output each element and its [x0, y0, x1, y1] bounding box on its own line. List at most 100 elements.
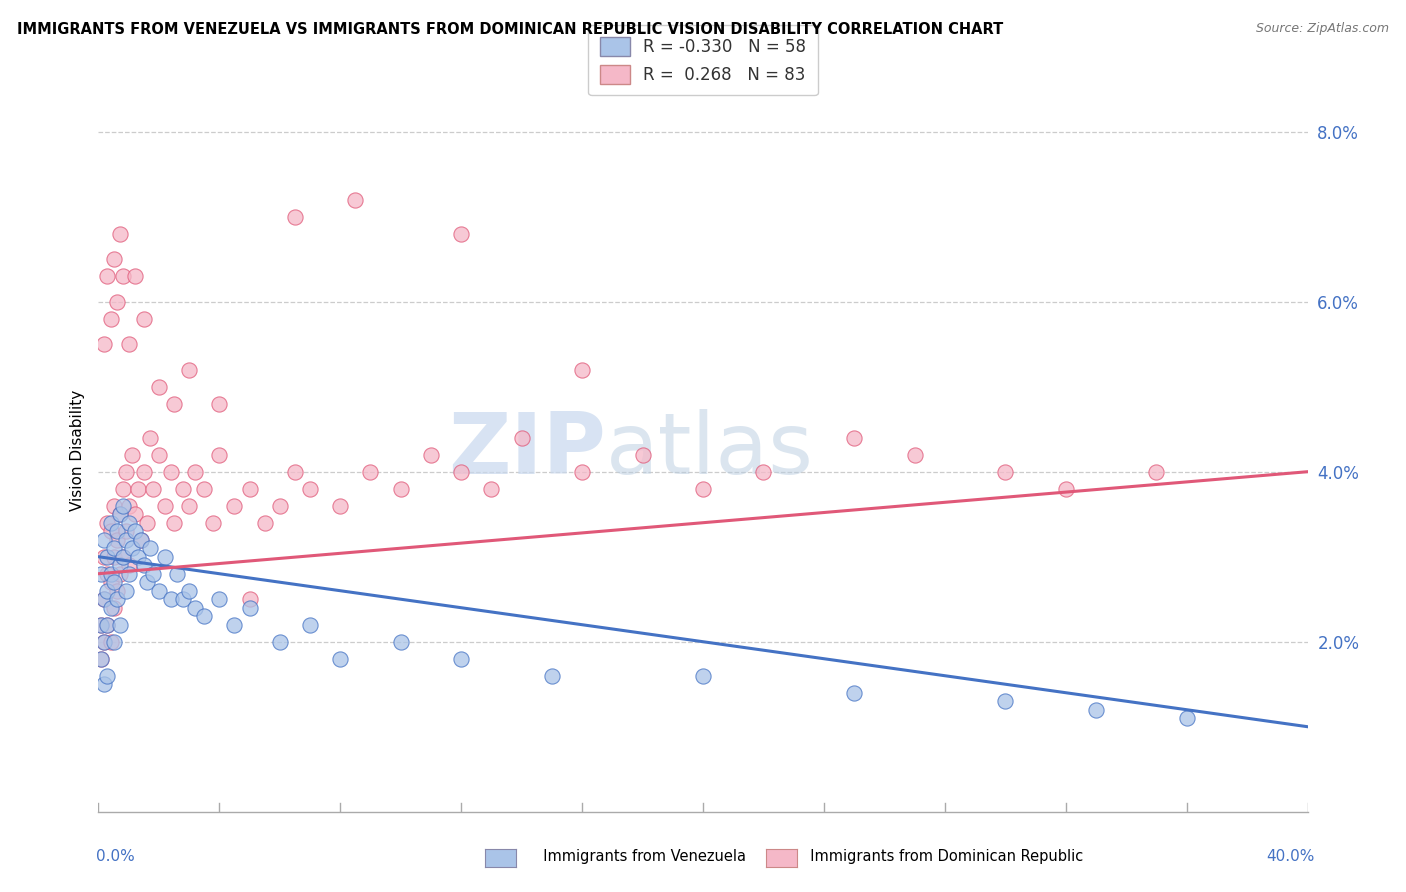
Point — [540, 669, 562, 683]
Point — [184, 600, 207, 615]
Point — [132, 311, 155, 326]
Point — [93, 549, 115, 564]
Point — [124, 269, 146, 284]
Point — [202, 516, 225, 530]
Point — [163, 397, 186, 411]
Point — [904, 448, 927, 462]
Point — [111, 549, 134, 564]
Point — [752, 465, 775, 479]
Point — [129, 533, 152, 547]
Point — [153, 499, 176, 513]
Point — [108, 227, 131, 241]
Point — [571, 362, 593, 376]
Point — [481, 482, 503, 496]
Point — [994, 465, 1017, 479]
Legend: R = -0.330   N = 58, R =  0.268   N = 83: R = -0.330 N = 58, R = 0.268 N = 83 — [588, 25, 818, 95]
Point — [994, 694, 1017, 708]
Point — [344, 193, 367, 207]
Point — [179, 583, 201, 598]
Point — [105, 592, 128, 607]
Point — [118, 337, 141, 351]
Point — [93, 592, 115, 607]
Point — [631, 448, 654, 462]
Point — [105, 524, 128, 539]
Point — [299, 617, 322, 632]
Point — [100, 634, 122, 648]
Point — [1054, 482, 1077, 496]
Point — [166, 566, 188, 581]
Point — [100, 311, 122, 326]
Point — [135, 575, 157, 590]
Point — [121, 541, 143, 556]
Point — [184, 465, 207, 479]
Point — [135, 516, 157, 530]
Point — [103, 252, 125, 267]
Point — [100, 516, 122, 530]
Y-axis label: Vision Disability: Vision Disability — [69, 390, 84, 511]
Point — [103, 600, 125, 615]
Point — [1085, 703, 1108, 717]
Point — [420, 448, 443, 462]
Point — [450, 227, 472, 241]
Point — [114, 533, 136, 547]
Point — [118, 499, 141, 513]
Point — [269, 499, 291, 513]
Text: Immigrants from Venezuela: Immigrants from Venezuela — [534, 849, 747, 863]
Point — [208, 397, 231, 411]
Point — [90, 566, 112, 581]
Point — [96, 583, 118, 598]
Point — [96, 669, 118, 683]
Point — [692, 482, 714, 496]
Point — [139, 431, 162, 445]
Text: ZIP: ZIP — [449, 409, 606, 492]
Point — [103, 575, 125, 590]
Text: 40.0%: 40.0% — [1267, 849, 1315, 863]
Point — [389, 482, 412, 496]
Point — [108, 617, 131, 632]
Point — [96, 617, 118, 632]
Point — [193, 482, 215, 496]
Point — [208, 448, 231, 462]
Point — [108, 507, 131, 521]
Point — [844, 686, 866, 700]
Point — [103, 499, 125, 513]
Point — [208, 592, 231, 607]
Point — [132, 465, 155, 479]
Point — [96, 516, 118, 530]
Point — [239, 482, 262, 496]
Point — [96, 617, 118, 632]
Point — [103, 541, 125, 556]
Point — [193, 609, 215, 624]
Point — [114, 524, 136, 539]
Point — [100, 566, 122, 581]
Point — [118, 558, 141, 573]
Point — [269, 634, 291, 648]
Text: IMMIGRANTS FROM VENEZUELA VS IMMIGRANTS FROM DOMINICAN REPUBLIC VISION DISABILIT: IMMIGRANTS FROM VENEZUELA VS IMMIGRANTS … — [17, 22, 1002, 37]
Text: Source: ZipAtlas.com: Source: ZipAtlas.com — [1256, 22, 1389, 36]
Point — [90, 617, 112, 632]
Point — [90, 617, 112, 632]
Point — [100, 600, 122, 615]
Point — [450, 651, 472, 665]
Point — [124, 507, 146, 521]
Point — [108, 507, 131, 521]
Point — [118, 516, 141, 530]
Point — [90, 651, 112, 665]
Point — [571, 465, 593, 479]
Point — [93, 337, 115, 351]
Point — [129, 533, 152, 547]
Point — [239, 592, 262, 607]
Text: atlas: atlas — [606, 409, 814, 492]
Point — [329, 499, 352, 513]
Point — [148, 448, 170, 462]
Point — [148, 583, 170, 598]
Point — [299, 482, 322, 496]
Point — [179, 362, 201, 376]
Point — [127, 549, 149, 564]
Point — [224, 499, 246, 513]
Point — [844, 431, 866, 445]
Point — [172, 482, 194, 496]
Point — [90, 651, 112, 665]
Text: Immigrants from Dominican Republic: Immigrants from Dominican Republic — [801, 849, 1084, 863]
Point — [105, 583, 128, 598]
